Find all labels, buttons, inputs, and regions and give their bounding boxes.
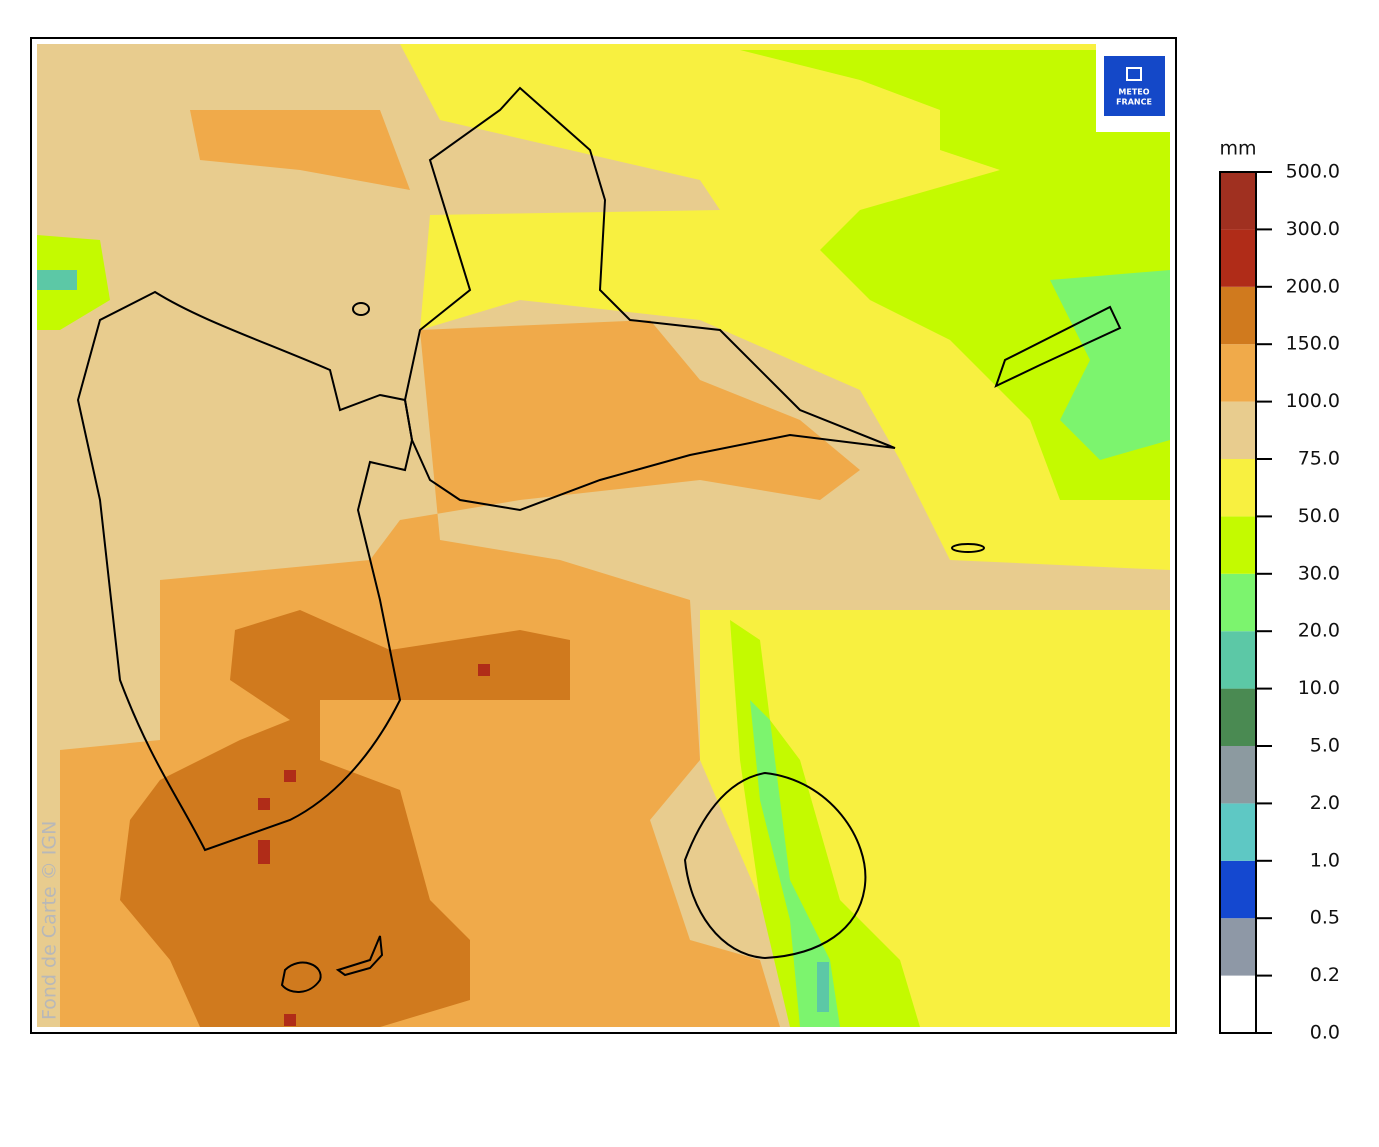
legend-label: 50.0: [1298, 505, 1340, 527]
legend-label: 100.0: [1286, 390, 1340, 412]
legend-swatch: [1220, 746, 1256, 804]
legend-label: 0.0: [1310, 1022, 1340, 1044]
legend-label: 0.5: [1310, 907, 1340, 929]
legend-swatch: [1220, 344, 1256, 402]
legend-frame: [1219, 171, 1257, 1034]
legend-swatch: [1220, 918, 1256, 976]
credit: Fond de Carte © IGN: [39, 821, 61, 1020]
legend-label: 5.0: [1310, 735, 1340, 757]
legend-label: 0.2: [1310, 964, 1340, 986]
legend-label: 150.0: [1286, 333, 1340, 355]
legend-swatch: [1220, 631, 1256, 689]
legend: 0.0 0.2 0.5 1.0 2.0 5.0 10.0 20.0 30.0 50.0 75.0 10…: [1219, 161, 1340, 1044]
legend-label: 500.0: [1286, 161, 1340, 183]
legend-swatch: [1220, 401, 1256, 459]
legend-swatch: [1220, 573, 1256, 632]
legend-swatch: [1220, 286, 1256, 345]
legend-label: 1.0: [1310, 849, 1340, 871]
legend-swatch: [1220, 688, 1256, 746]
legend-swatch: [1220, 229, 1256, 287]
logo-text: METEO: [1118, 88, 1149, 97]
legend-swatch: [1220, 459, 1256, 517]
legend-label: 75.0: [1298, 448, 1340, 470]
legend-unit: mm: [1219, 138, 1256, 160]
logo-text: FRANCE: [1116, 98, 1152, 107]
legend-label: 300.0: [1286, 218, 1340, 240]
rain-field: [37, 44, 1170, 1027]
legend-label: 200.0: [1286, 275, 1340, 297]
coastlines: [76, 86, 1122, 993]
logo: [1104, 56, 1165, 116]
legend-label: 20.0: [1298, 620, 1340, 642]
legend-swatch: [1220, 172, 1256, 230]
legend-swatch: [1220, 803, 1256, 861]
legend-label: 2.0: [1310, 792, 1340, 814]
legend-label: 30.0: [1298, 562, 1340, 584]
legend-swatch: [1220, 975, 1256, 1033]
legend-swatch: [1220, 860, 1256, 919]
logo-icon: [1126, 67, 1142, 81]
legend-label: 10.0: [1298, 677, 1340, 699]
legend-swatch: [1220, 516, 1256, 574]
